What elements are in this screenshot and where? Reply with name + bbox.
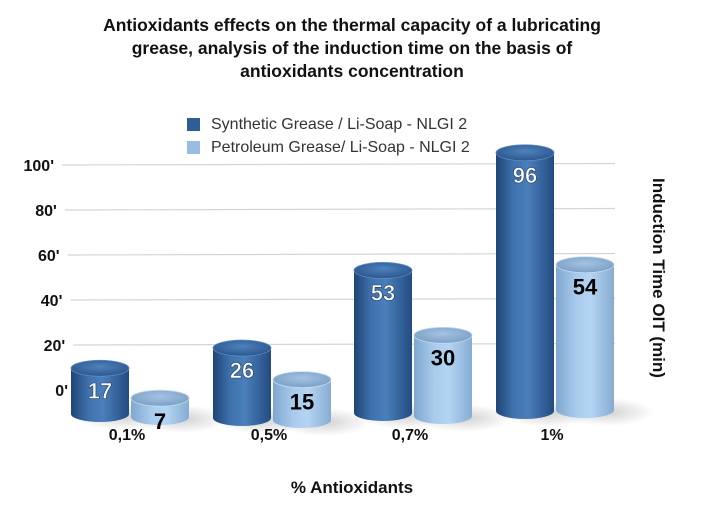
x-tick-label: 1% bbox=[540, 427, 563, 444]
chart-title-line: grease, analysis of the induction time o… bbox=[131, 38, 573, 58]
bar-petroleum-2: 30 bbox=[413, 326, 473, 424]
bar-synthetic-2: 53 bbox=[353, 262, 413, 421]
legend-swatch-petroleum bbox=[187, 141, 200, 154]
bar-body bbox=[354, 270, 412, 421]
legend-label-petroleum: Petroleum Grease/ Li-Soap - NLGI 2 bbox=[211, 139, 470, 156]
legend-swatch-synthetic bbox=[187, 118, 200, 131]
y-tick-label: 0' bbox=[55, 383, 68, 400]
data-label: 26 bbox=[230, 358, 254, 383]
bar-top bbox=[353, 262, 413, 279]
data-label: 7 bbox=[154, 409, 166, 434]
bar-top bbox=[495, 144, 555, 162]
data-label: 54 bbox=[573, 275, 598, 300]
data-label: 17 bbox=[88, 378, 112, 403]
data-label: 15 bbox=[290, 390, 314, 415]
y-tick-label: 100' bbox=[24, 158, 55, 175]
bar-top bbox=[272, 371, 332, 389]
bar-body bbox=[496, 152, 554, 419]
y-tick-label: 20' bbox=[44, 338, 66, 355]
bar-synthetic-1: 26 bbox=[212, 339, 272, 426]
bar-top bbox=[212, 339, 272, 357]
bar-body bbox=[556, 264, 614, 418]
chart-title-line: Antioxidants effects on the thermal capa… bbox=[103, 15, 601, 35]
y-tick-label: 60' bbox=[38, 248, 60, 265]
chart-title-line: antioxidants concentration bbox=[240, 61, 464, 81]
bar-petroleum-1: 15 bbox=[272, 371, 332, 428]
data-label: 96 bbox=[513, 163, 537, 188]
bar-body bbox=[71, 368, 129, 422]
x-tick-label: 0,1% bbox=[109, 427, 145, 444]
data-label: 53 bbox=[371, 280, 395, 305]
y-tick-label: 80' bbox=[35, 203, 57, 220]
bar-body bbox=[273, 379, 331, 428]
y-tick-label: 40' bbox=[41, 293, 63, 310]
bar-petroleum-3: 54 bbox=[555, 256, 615, 418]
bar-top bbox=[555, 256, 615, 274]
x-axis-label: % Antioxidants bbox=[290, 478, 414, 497]
bar-petroleum-0: 7 bbox=[130, 389, 190, 434]
y-axis-label-container: Induction Time OIT (min) bbox=[646, 158, 670, 398]
chart-title: Antioxidants effects on the thermal capa… bbox=[60, 14, 644, 83]
y-axis-label: Induction Time OIT (min) bbox=[649, 178, 668, 378]
x-tick-label: 0,5% bbox=[251, 427, 287, 444]
legend-item-petroleum: Petroleum Grease/ Li-Soap - NLGI 2 bbox=[187, 136, 470, 159]
bar-synthetic-0: 17 bbox=[70, 359, 130, 422]
bar-top bbox=[413, 326, 473, 344]
bar-top bbox=[70, 359, 130, 377]
bar-body bbox=[414, 335, 472, 424]
bar-body bbox=[213, 348, 271, 426]
data-label: 30 bbox=[431, 345, 455, 370]
legend-label-synthetic: Synthetic Grease / Li-Soap - NLGI 2 bbox=[211, 116, 468, 133]
chart-legend: Synthetic Grease / Li-Soap - NLGI 2 Petr… bbox=[187, 113, 470, 159]
x-tick-label: 0,7% bbox=[392, 427, 428, 444]
bar-synthetic-3: 96 bbox=[495, 144, 555, 419]
bar-top bbox=[130, 389, 190, 407]
legend-item-synthetic: Synthetic Grease / Li-Soap - NLGI 2 bbox=[187, 113, 470, 136]
